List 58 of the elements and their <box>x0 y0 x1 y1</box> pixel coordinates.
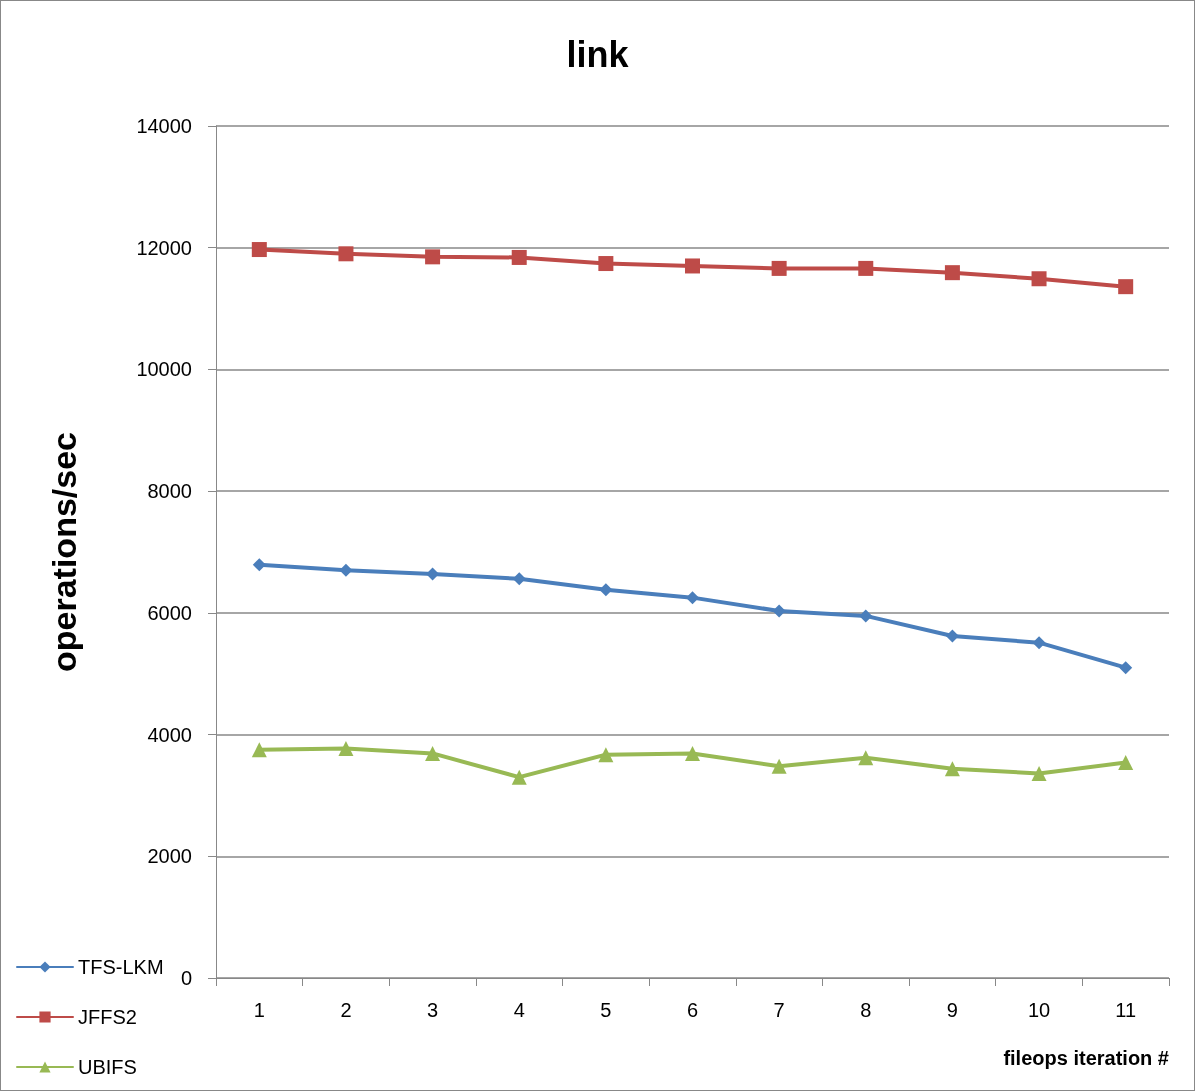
y-tick-label: 12000 <box>136 236 192 259</box>
point <box>858 260 874 276</box>
point <box>338 246 354 262</box>
point <box>944 265 960 281</box>
y-tick-label: 0 <box>180 967 192 989</box>
x-tick-label: 10 <box>1027 999 1051 1021</box>
point <box>599 583 613 597</box>
x-tick-label: 8 <box>860 999 872 1021</box>
point <box>425 745 441 761</box>
point <box>1031 766 1047 782</box>
y-tick-label: 2000 <box>147 845 192 868</box>
point <box>686 591 699 605</box>
y-tick-label: 14000 <box>136 115 192 137</box>
x-tick-label: 1 <box>253 999 265 1021</box>
point <box>598 747 614 763</box>
legend-label: TFS-LKM <box>78 956 164 978</box>
point <box>598 256 614 272</box>
point <box>511 249 527 265</box>
point <box>338 741 354 757</box>
point <box>251 742 267 758</box>
x-axis-title: fileops iteration # <box>1003 1047 1169 1069</box>
y-axis-title: operations/sec <box>45 432 83 672</box>
legend-label: UBIFS <box>78 1056 137 1078</box>
point <box>426 567 440 581</box>
point <box>685 258 700 274</box>
y-tick-label: 6000 <box>147 601 192 624</box>
point <box>1032 636 1046 650</box>
point <box>1118 755 1134 771</box>
x-tick-label: 5 <box>600 999 612 1021</box>
point <box>945 629 959 643</box>
y-tick-label: 4000 <box>147 723 192 746</box>
y-tick-label: 10000 <box>136 358 192 381</box>
legend-label: JFFS2 <box>78 1006 137 1028</box>
point <box>512 572 526 586</box>
x-tick-label: 9 <box>946 999 958 1021</box>
point <box>859 609 873 623</box>
x-tick-label: 7 <box>773 999 785 1021</box>
point <box>858 750 874 766</box>
x-tick-label: 2 <box>340 999 352 1021</box>
x-tick-label: 6 <box>686 999 699 1021</box>
point <box>772 604 786 618</box>
point <box>1118 279 1134 295</box>
point <box>511 769 527 785</box>
point <box>1119 661 1133 675</box>
point <box>685 745 700 761</box>
point <box>771 260 787 276</box>
x-tick-label: 4 <box>513 999 525 1021</box>
point <box>1031 271 1047 287</box>
point <box>252 558 266 572</box>
point <box>425 249 441 265</box>
chart-title: link <box>566 33 630 75</box>
point <box>339 563 353 577</box>
point <box>771 758 787 774</box>
point <box>944 761 960 777</box>
x-tick-label: 3 <box>427 999 439 1021</box>
point <box>251 242 267 258</box>
y-tick-label: 8000 <box>147 480 192 503</box>
x-tick-label: 11 <box>1115 999 1137 1021</box>
